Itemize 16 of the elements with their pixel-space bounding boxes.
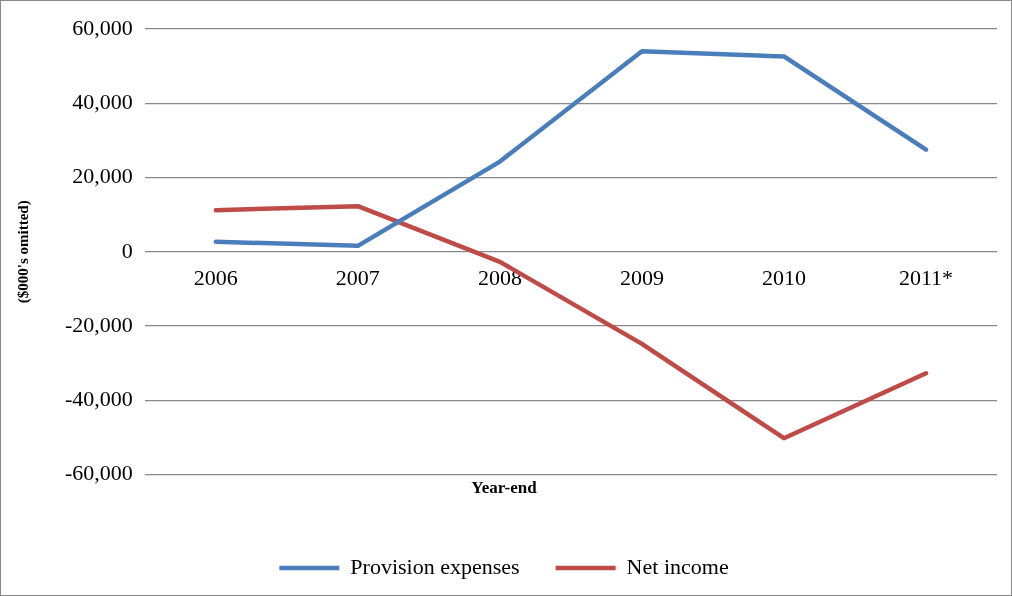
y-tick-label: -60,000 xyxy=(65,460,133,486)
x-tick-label: 2010 xyxy=(761,264,806,290)
x-tick-label: 2011* xyxy=(898,264,954,290)
x-axis-title: Year-end xyxy=(471,478,538,498)
y-tick-label: 0 xyxy=(121,237,133,263)
y-tick-label: 20,000 xyxy=(72,163,133,189)
legend-label: Net income xyxy=(626,553,729,579)
x-tick-label: 2009 xyxy=(619,264,664,290)
y-tick-label: 40,000 xyxy=(72,89,133,115)
y-tick-label: -20,000 xyxy=(65,311,133,337)
x-tick-label: 2006 xyxy=(193,264,238,290)
legend-label: Provision expenses xyxy=(350,553,520,579)
y-axis-title: ($000's omitted) xyxy=(14,200,32,304)
y-tick-label: 60,000 xyxy=(72,14,133,40)
x-tick-label: 2007 xyxy=(335,264,380,290)
y-tick-label: -40,000 xyxy=(65,386,133,412)
